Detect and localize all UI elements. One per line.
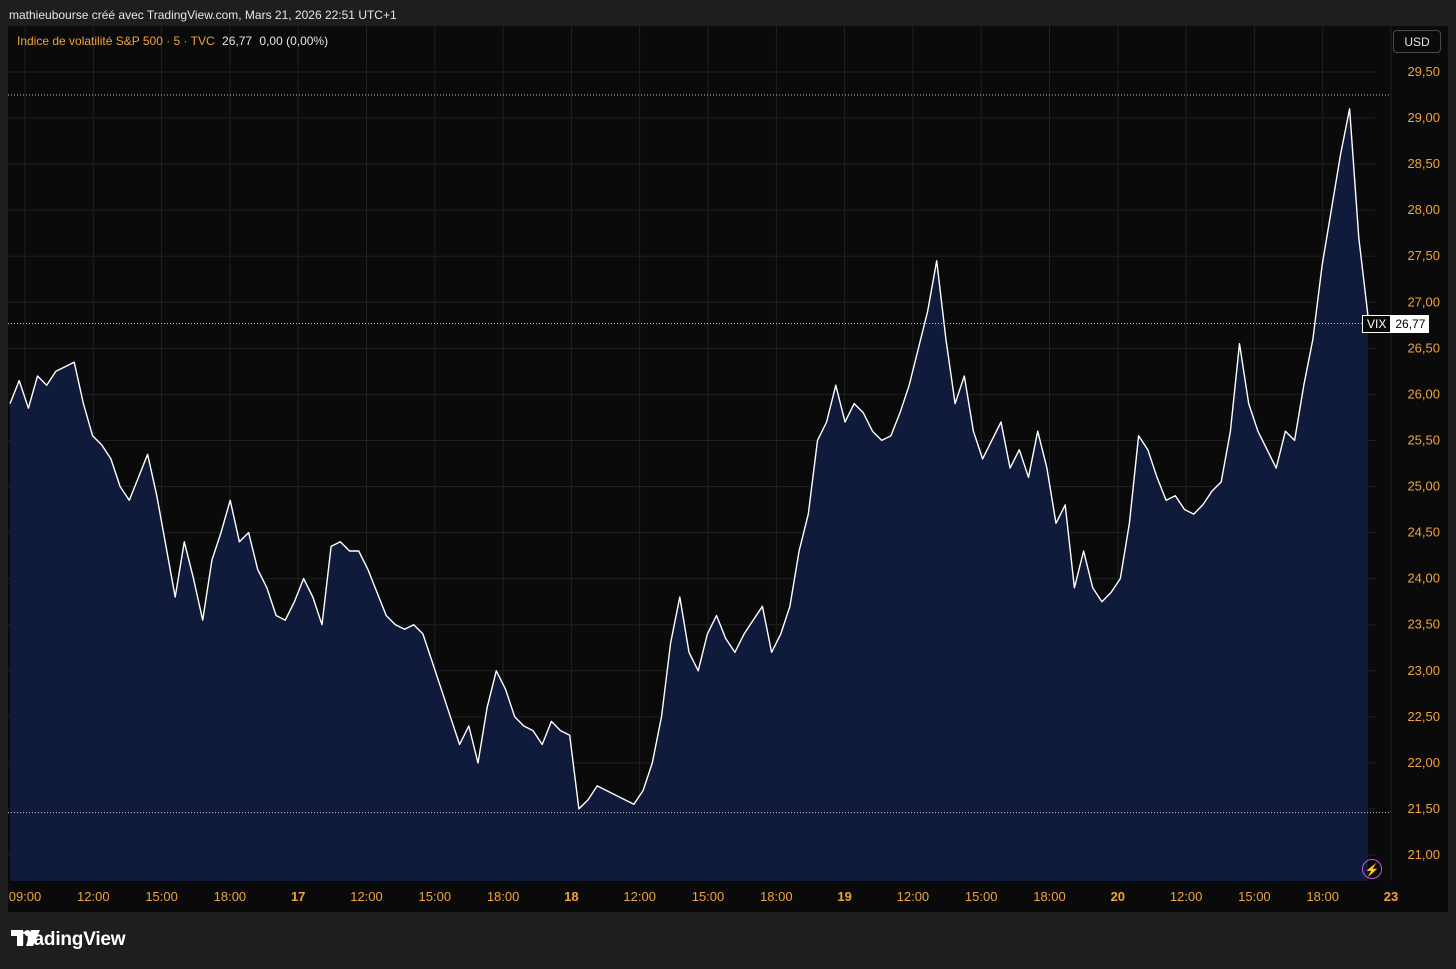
x-tick-label: 18:00 xyxy=(1306,889,1339,904)
time-axis[interactable]: 09:00 12:00 15:00 18:00 17 12:00 15:00 18:00 18 1… xyxy=(9,889,1399,904)
y-tick-label: 25,50 xyxy=(1407,432,1440,447)
y-tick-label: 22,50 xyxy=(1407,709,1440,724)
price-area-fill xyxy=(10,108,1368,882)
y-tick-label: 28,50 xyxy=(1407,156,1440,171)
x-tick-label: 15:00 xyxy=(1238,889,1271,904)
legend-last-value: 26,77 xyxy=(222,34,253,48)
x-tick-label: 12:00 xyxy=(623,889,656,904)
attribution-text: mathieubourse créé avec TradingView.com,… xyxy=(9,8,397,22)
legend-change: 0,00 (0,00%) xyxy=(259,34,329,48)
attribution-bar: mathieubourse créé avec TradingView.com,… xyxy=(0,0,1456,26)
y-tick-label: 26,00 xyxy=(1407,386,1440,401)
footer-branding[interactable]: TradingView xyxy=(11,929,126,951)
chart-area[interactable]: 21,00 21,50 22,00 22,50 23,00 23,50 24,00 24,50… xyxy=(8,26,1448,912)
price-tag-symbol: VIX xyxy=(1362,315,1392,333)
x-tick-label: 18:00 xyxy=(1033,889,1066,904)
x-tick-label: 18:00 xyxy=(760,889,793,904)
x-tick-label: 18:00 xyxy=(214,889,247,904)
x-tick-label: 23 xyxy=(1384,889,1398,904)
x-tick-label: 15:00 xyxy=(419,889,452,904)
x-tick-label: 12:00 xyxy=(897,889,930,904)
x-tick-label: 19 xyxy=(837,889,851,904)
last-price-tag: VIX 26,77 xyxy=(1362,315,1430,333)
y-tick-label: 24,00 xyxy=(1407,571,1440,586)
y-tick-label: 25,00 xyxy=(1407,479,1440,494)
y-tick-label: 22,00 xyxy=(1407,755,1440,770)
x-tick-label: 18 xyxy=(564,889,578,904)
y-tick-label: 24,50 xyxy=(1407,525,1440,540)
x-tick-label: 15:00 xyxy=(692,889,725,904)
y-tick-label: 21,50 xyxy=(1407,801,1440,816)
brand-name: TradingView xyxy=(16,929,126,950)
y-tick-label: 29,00 xyxy=(1407,110,1440,125)
price-line-series xyxy=(9,108,1369,810)
y-tick-label: 28,00 xyxy=(1407,202,1440,217)
y-tick-label: 27,50 xyxy=(1407,248,1440,263)
vix-chart-svg[interactable]: 21,00 21,50 22,00 22,50 23,00 23,50 24,00 24,50… xyxy=(8,26,1448,912)
x-tick-label: 12:00 xyxy=(350,889,383,904)
legend-symbol-name[interactable]: Indice de volatilité S&P 500 · 5 · TVC xyxy=(17,34,215,48)
x-tick-label: 09:00 xyxy=(9,889,42,904)
y-tick-label: 21,00 xyxy=(1407,847,1440,862)
y-tick-label: 23,50 xyxy=(1407,617,1440,632)
x-tick-label: 15:00 xyxy=(145,889,178,904)
x-tick-label: 12:00 xyxy=(1170,889,1203,904)
x-tick-label: 17 xyxy=(291,889,305,904)
lightning-icon[interactable]: ⚡ xyxy=(1362,859,1382,879)
x-tick-label: 18:00 xyxy=(487,889,520,904)
symbol-legend[interactable]: Indice de volatilité S&P 500 · 5 · TVC 2… xyxy=(17,34,328,48)
x-tick-label: 12:00 xyxy=(77,889,110,904)
y-tick-label: 27,00 xyxy=(1407,294,1440,309)
y-tick-label: 29,50 xyxy=(1407,64,1440,79)
y-tick-label: 26,50 xyxy=(1407,340,1440,355)
tradingview-logo-icon xyxy=(11,930,40,946)
x-tick-label: 15:00 xyxy=(965,889,998,904)
x-tick-label: 20 xyxy=(1111,889,1125,904)
y-tick-label: 23,00 xyxy=(1407,663,1440,678)
currency-button[interactable]: USD xyxy=(1393,30,1441,53)
price-axis[interactable]: 21,00 21,50 22,00 22,50 23,00 23,50 24,00 24,50… xyxy=(1407,64,1440,862)
price-tag-value: 26,77 xyxy=(1391,315,1430,333)
